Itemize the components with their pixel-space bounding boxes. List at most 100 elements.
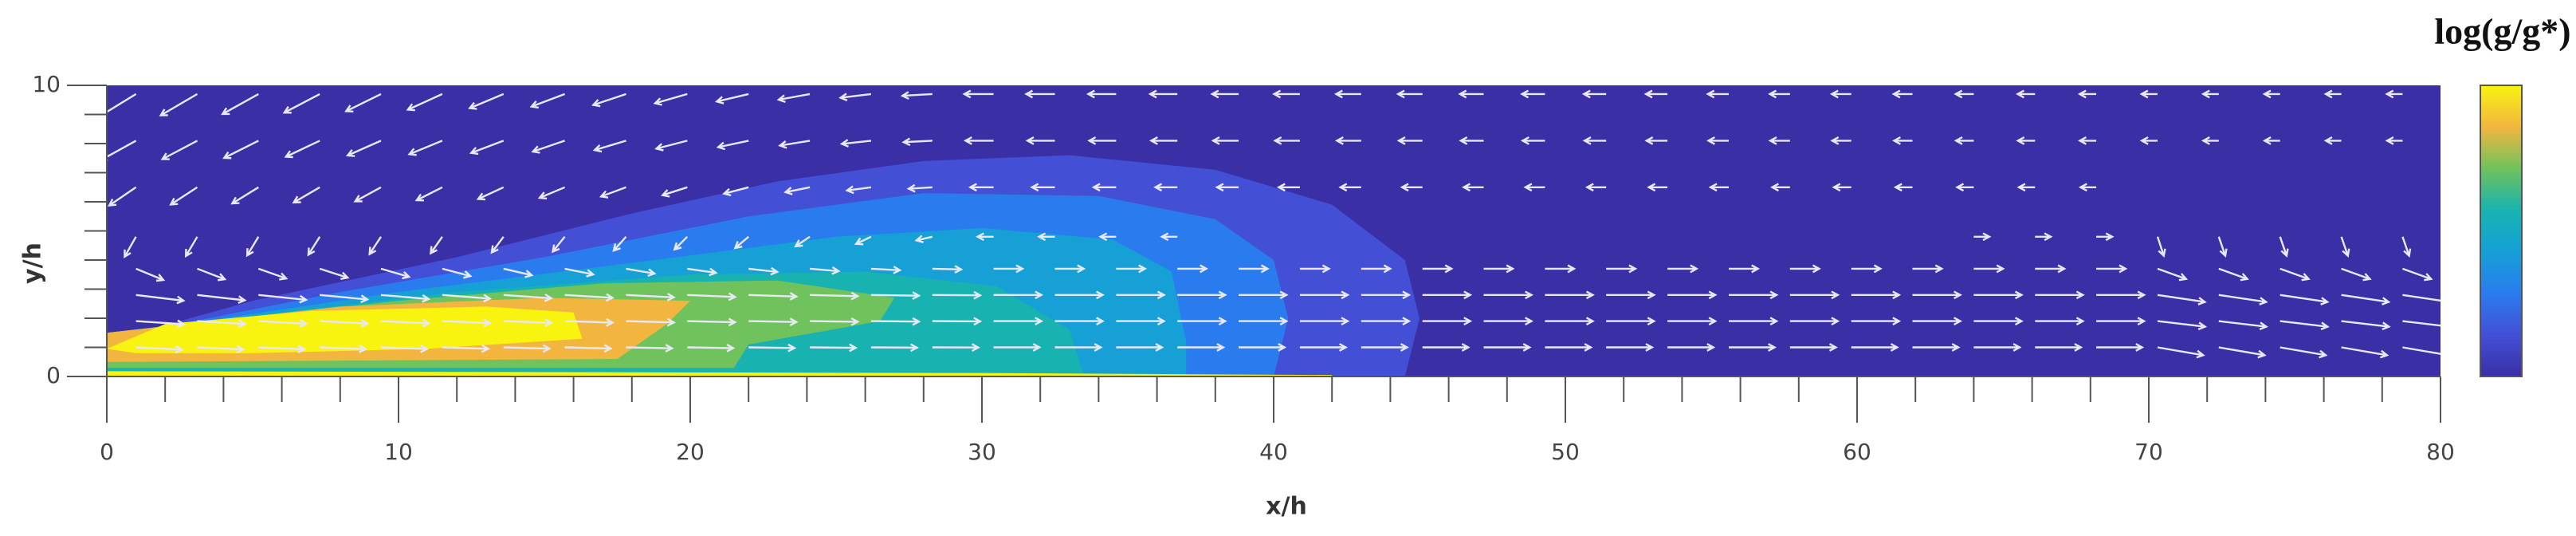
flow-arrow xyxy=(1851,290,1902,300)
flow-arrow xyxy=(368,236,383,256)
flow-arrow xyxy=(1276,183,1300,192)
flow-arrow xyxy=(107,140,137,162)
flow-arrow xyxy=(1729,290,1779,300)
flow-arrow xyxy=(108,186,137,207)
flow-arrow xyxy=(503,293,554,302)
flow-arrow xyxy=(2323,136,2342,145)
flow-arrow xyxy=(197,294,247,305)
x-axis-label: x/h xyxy=(1266,493,1307,521)
flow-arrow xyxy=(1581,89,1607,99)
flow-arrow xyxy=(2280,346,2328,359)
flow-arrow xyxy=(258,345,307,353)
flow-arrow xyxy=(1606,317,1656,326)
flow-arrow xyxy=(1891,89,1913,99)
flow-arrow xyxy=(854,235,872,246)
flow-arrow xyxy=(107,93,137,113)
flow-arrow xyxy=(975,232,994,242)
flow-arrow xyxy=(503,318,554,327)
flow-arrow xyxy=(2402,294,2441,302)
flow-arrow xyxy=(2402,320,2441,327)
flow-arrow xyxy=(529,93,566,109)
flow-arrow xyxy=(135,319,187,329)
flow-arrow xyxy=(307,236,321,257)
flow-arrow xyxy=(1361,264,1392,274)
flow-arrow xyxy=(2156,236,2166,258)
flow-arrow xyxy=(870,343,920,353)
flow-arrow xyxy=(1520,136,1545,145)
flow-arrow xyxy=(1116,343,1164,352)
flow-arrow xyxy=(1667,264,1699,274)
contour-level xyxy=(107,371,1333,376)
flow-arrow xyxy=(1054,264,1086,274)
flow-arrow xyxy=(1400,183,1423,192)
flow-arrow xyxy=(748,266,779,276)
flow-arrow xyxy=(1116,317,1166,326)
flow-arrow xyxy=(1299,290,1350,300)
flow-arrow xyxy=(1912,343,1961,352)
flow-arrow xyxy=(1955,183,1974,192)
flow-arrow xyxy=(1584,183,1607,192)
flow-arrow xyxy=(748,292,799,301)
flow-arrow xyxy=(380,318,431,328)
flow-arrow xyxy=(2035,317,2085,326)
flow-arrow xyxy=(1729,317,1779,326)
flow-arrow xyxy=(687,267,718,277)
contour-field xyxy=(107,85,2441,376)
flow-arrow xyxy=(319,267,350,280)
flow-arrow xyxy=(776,93,811,104)
flow-arrow xyxy=(906,183,933,193)
flow-arrow xyxy=(320,345,368,353)
flow-arrow xyxy=(1606,343,1655,352)
flow-arrow xyxy=(1708,183,1729,192)
flow-arrow xyxy=(1098,232,1117,242)
flow-arrow xyxy=(673,235,689,251)
flow-arrow xyxy=(442,318,493,328)
flow-arrow xyxy=(2218,346,2267,359)
flow-arrow xyxy=(1770,183,1790,192)
flow-arrow xyxy=(2157,267,2189,282)
flow-arrow xyxy=(1054,343,1103,352)
flow-arrow xyxy=(531,140,565,154)
flow-arrow xyxy=(1239,290,1289,300)
flow-arrow xyxy=(1545,290,1595,300)
colorbar-title: log(g/g*) xyxy=(2434,11,2570,52)
flow-arrow xyxy=(1299,264,1331,274)
flow-arrow xyxy=(1334,136,1361,145)
flow-arrow xyxy=(2078,136,2097,145)
flow-arrow xyxy=(1177,290,1227,300)
flow-arrow xyxy=(1361,290,1412,300)
flow-arrow xyxy=(2201,89,2219,99)
flow-arrow xyxy=(1912,290,1963,300)
flow-arrow xyxy=(442,344,491,353)
flow-arrow xyxy=(1458,89,1484,99)
flow-arrow xyxy=(552,236,566,254)
flow-arrow xyxy=(1789,290,1840,300)
flow-arrow xyxy=(230,186,259,205)
flow-arrow xyxy=(469,140,505,156)
flow-arrow xyxy=(1893,183,1913,192)
flow-arrow xyxy=(1299,343,1349,352)
flow-arrow xyxy=(1177,317,1227,326)
y-axis-label: y/h xyxy=(19,242,47,284)
flow-arrow xyxy=(380,294,431,303)
flow-arrow xyxy=(993,317,1044,326)
flow-arrow xyxy=(592,140,626,153)
flow-arrow xyxy=(810,317,860,326)
flow-arrow xyxy=(2035,232,2053,242)
flow-arrow xyxy=(932,290,983,300)
flow-arrow xyxy=(284,140,320,159)
flow-arrow xyxy=(932,265,964,274)
flow-arrow xyxy=(810,291,860,301)
x-tick-label: 10 xyxy=(384,439,413,465)
flow-arrow xyxy=(258,294,308,304)
flow-arrow xyxy=(442,294,493,303)
flow-arrow xyxy=(1768,136,1790,145)
flow-arrow xyxy=(1606,290,1656,300)
flow-arrow xyxy=(135,267,166,282)
flow-arrow xyxy=(783,186,811,195)
flow-arrow xyxy=(1396,136,1423,145)
flow-arrow xyxy=(1239,264,1270,274)
flow-arrow xyxy=(1973,232,1992,242)
flow-arrow xyxy=(2323,89,2342,99)
